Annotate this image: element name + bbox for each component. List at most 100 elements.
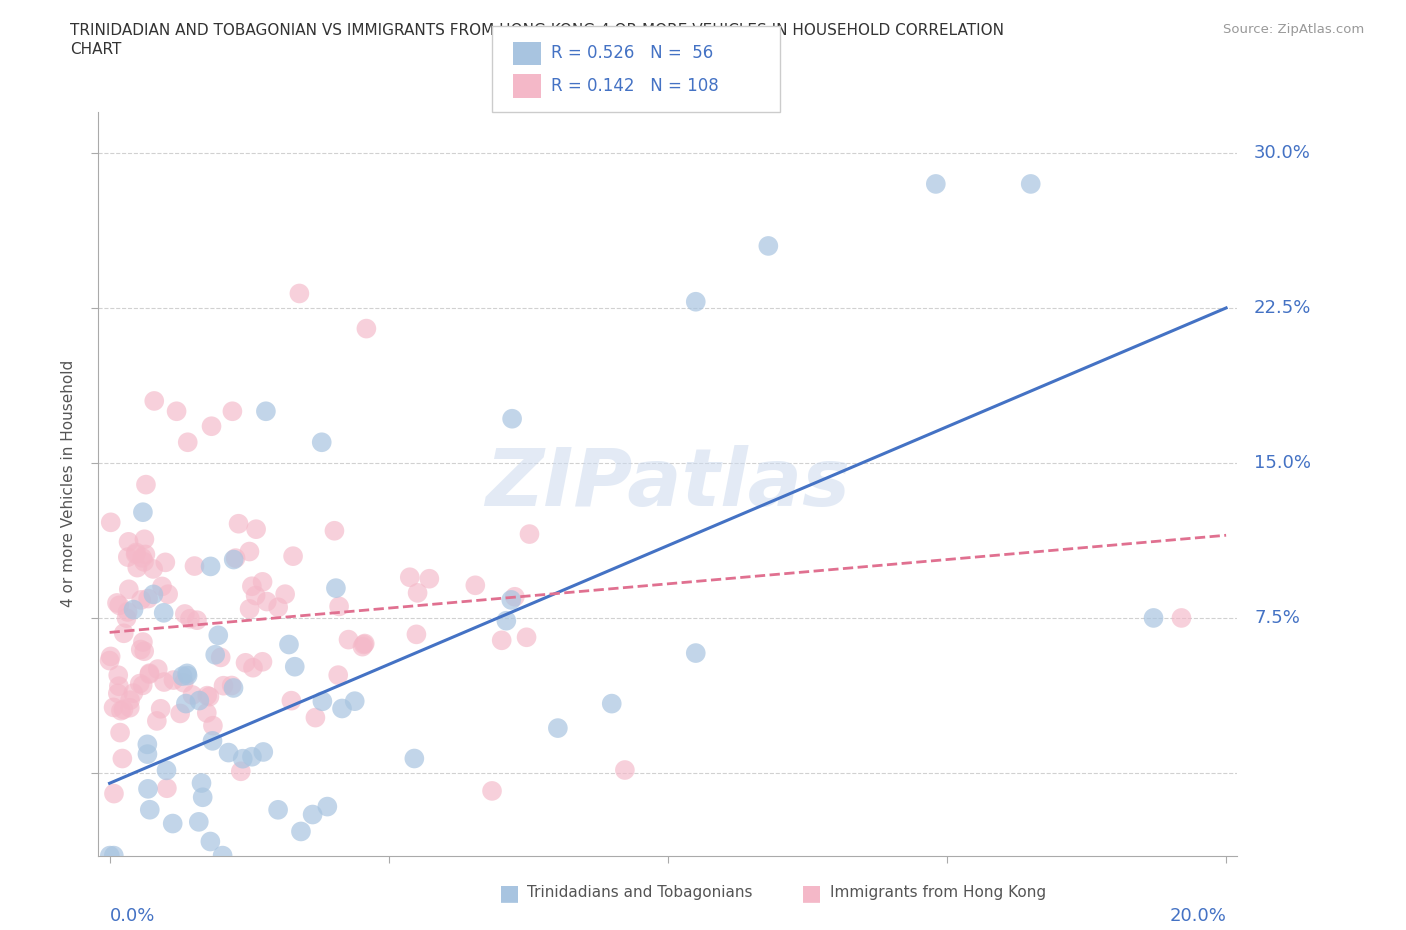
Point: [228, 516, 250, 531]
Point: [304, 711, 326, 725]
Point: [150, 579, 173, 594]
Point: [328, 599, 350, 614]
Point: [136, 591, 159, 606]
Point: [169, 706, 191, 721]
Point: [252, 575, 274, 590]
Point: [240, 578, 263, 593]
Point: [254, 404, 277, 418]
Point: [274, 587, 297, 602]
Point: [200, 834, 222, 849]
Point: [118, 693, 141, 708]
Point: [103, 786, 125, 801]
Point: [218, 745, 240, 760]
Point: [495, 613, 517, 628]
Point: [125, 545, 148, 560]
Point: [195, 706, 218, 721]
Point: [200, 418, 222, 433]
Point: [245, 588, 267, 603]
Point: [176, 668, 198, 683]
Point: [155, 763, 177, 777]
Point: [267, 803, 290, 817]
Point: [111, 751, 134, 766]
Text: ZIPatlas: ZIPatlas: [485, 445, 851, 523]
Point: [173, 606, 195, 621]
Point: [256, 594, 278, 609]
Point: [122, 685, 145, 700]
Point: [129, 592, 152, 607]
Point: [323, 524, 346, 538]
Point: [198, 689, 221, 704]
Point: [153, 674, 176, 689]
Point: [200, 559, 222, 574]
Point: [685, 645, 707, 660]
Point: [211, 848, 233, 863]
Point: [100, 649, 122, 664]
Point: [174, 697, 197, 711]
Point: [162, 817, 184, 831]
Point: [149, 701, 172, 716]
Point: [122, 602, 145, 617]
Point: [343, 694, 366, 709]
Point: [325, 580, 347, 595]
Point: [925, 177, 948, 192]
Point: [138, 666, 160, 681]
Point: [157, 587, 180, 602]
Point: [131, 678, 153, 693]
Point: [107, 668, 129, 683]
Point: [240, 750, 263, 764]
Point: [146, 661, 169, 676]
Point: [132, 554, 155, 569]
Point: [501, 592, 523, 607]
Text: CHART: CHART: [70, 42, 122, 57]
Point: [124, 547, 146, 562]
Point: [316, 799, 339, 814]
Point: [138, 667, 160, 682]
Point: [143, 393, 166, 408]
Point: [516, 630, 538, 644]
Point: [186, 613, 208, 628]
Point: [181, 687, 204, 702]
Point: [136, 781, 159, 796]
Point: [134, 644, 156, 658]
Point: [301, 807, 323, 822]
Point: [1142, 610, 1164, 625]
Point: [311, 694, 333, 709]
Point: [756, 238, 779, 253]
Point: [613, 763, 636, 777]
Point: [418, 571, 440, 586]
Point: [187, 815, 209, 830]
Y-axis label: 4 or more Vehicles in Household: 4 or more Vehicles in Household: [60, 360, 76, 607]
Point: [222, 552, 245, 567]
Point: [267, 600, 290, 615]
Point: [105, 595, 128, 610]
Point: [110, 703, 132, 718]
Point: [281, 549, 304, 564]
Point: [404, 751, 426, 766]
Point: [139, 803, 162, 817]
Point: [290, 824, 312, 839]
Point: [353, 636, 375, 651]
Point: [134, 547, 156, 562]
Point: [547, 721, 569, 736]
Point: [117, 550, 139, 565]
Point: [108, 598, 131, 613]
Point: [173, 675, 195, 690]
Point: [229, 764, 252, 778]
Text: ■: ■: [499, 883, 520, 903]
Point: [201, 718, 224, 733]
Point: [98, 653, 121, 668]
Point: [337, 632, 360, 647]
Point: [239, 602, 262, 617]
Point: [152, 605, 174, 620]
Point: [252, 655, 274, 670]
Text: 15.0%: 15.0%: [1254, 454, 1310, 472]
Point: [135, 477, 157, 492]
Point: [235, 656, 257, 671]
Text: 22.5%: 22.5%: [1254, 299, 1312, 317]
Point: [207, 628, 229, 643]
Point: [115, 611, 138, 626]
Point: [129, 642, 152, 657]
Point: [183, 559, 205, 574]
Point: [98, 848, 121, 863]
Point: [238, 544, 260, 559]
